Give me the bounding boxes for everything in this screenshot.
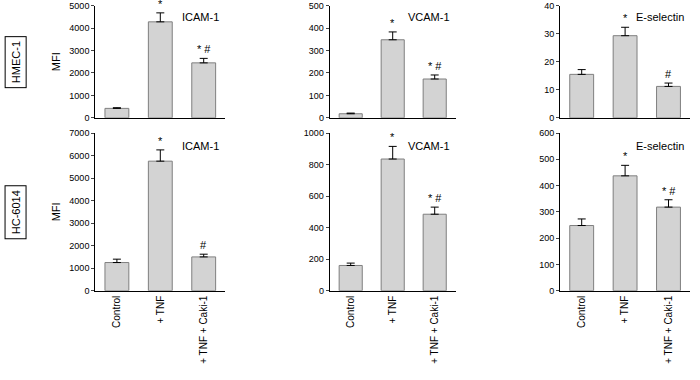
svg-text:+ TNF: + TNF [155,296,166,324]
svg-text:#: # [665,68,672,80]
svg-text:1000: 1000 [69,263,89,273]
svg-text:0: 0 [319,113,324,123]
svg-text:200: 200 [309,68,324,78]
svg-text:7000: 7000 [69,128,89,138]
svg-text:4000: 4000 [69,196,89,206]
svg-text:HMEC-1: HMEC-1 [10,41,22,83]
svg-text:*: * [390,17,395,29]
svg-text:5000: 5000 [69,173,89,183]
svg-text:400: 400 [309,23,324,33]
svg-text:600: 600 [539,128,554,138]
svg-text:6000: 6000 [69,151,89,161]
svg-text:100: 100 [539,260,554,270]
svg-text:* #: * # [428,60,442,72]
svg-text:0: 0 [84,286,89,296]
svg-text:+ TNF + Caki-1: + TNF + Caki-1 [663,295,674,364]
svg-text:1000: 1000 [69,91,89,101]
svg-text:*: * [158,0,163,10]
svg-text:200: 200 [539,233,554,243]
svg-text:100: 100 [309,91,324,101]
svg-text:MFI: MFI [50,52,62,71]
svg-text:10: 10 [544,85,554,95]
svg-text:HC-6014: HC-6014 [10,190,22,234]
svg-text:*: * [390,131,395,143]
svg-text:0: 0 [319,286,324,296]
svg-text:#: # [200,239,207,251]
svg-text:* #: * # [662,185,676,197]
svg-text:Control: Control [345,296,356,328]
svg-text:500: 500 [539,154,554,164]
svg-text:2000: 2000 [69,68,89,78]
svg-text:3000: 3000 [69,46,89,56]
svg-text:Control: Control [111,296,122,328]
svg-text:+ TNF + Caki-1: + TNF + Caki-1 [429,295,440,364]
svg-text:20: 20 [544,57,554,67]
svg-text:4000: 4000 [69,23,89,33]
svg-text:MFI: MFI [50,202,62,221]
svg-text:+ TNF + Caki-1: + TNF + Caki-1 [198,295,209,364]
svg-text:E-selectin: E-selectin [636,140,684,152]
svg-text:200: 200 [309,254,324,264]
svg-text:5000: 5000 [69,1,89,11]
svg-text:ICAM-1: ICAM-1 [182,11,219,23]
svg-text:*: * [158,135,163,147]
svg-text:E-selectin: E-selectin [636,11,684,23]
svg-text:300: 300 [309,46,324,56]
svg-text:0: 0 [549,113,554,123]
svg-text:* #: * # [428,192,442,204]
svg-text:VCAM-1: VCAM-1 [408,11,450,23]
svg-text:2000: 2000 [69,241,89,251]
svg-text:600: 600 [309,191,324,201]
svg-text:* #: * # [197,43,211,55]
svg-text:30: 30 [544,29,554,39]
svg-text:300: 300 [539,207,554,217]
svg-text:*: * [623,150,628,162]
svg-text:+ TNF: + TNF [387,296,398,324]
svg-text:3000: 3000 [69,218,89,228]
svg-text:400: 400 [309,223,324,233]
svg-text:0: 0 [84,113,89,123]
svg-text:400: 400 [539,181,554,191]
svg-text:800: 800 [309,160,324,170]
svg-text:40: 40 [544,1,554,11]
svg-text:Control: Control [576,296,587,328]
svg-text:VCAM-1: VCAM-1 [408,140,450,152]
svg-text:1000: 1000 [304,128,324,138]
svg-text:0: 0 [549,286,554,296]
svg-text:500: 500 [309,1,324,11]
svg-text:+ TNF: + TNF [619,296,630,324]
svg-text:*: * [623,12,628,24]
svg-text:ICAM-1: ICAM-1 [182,140,219,152]
